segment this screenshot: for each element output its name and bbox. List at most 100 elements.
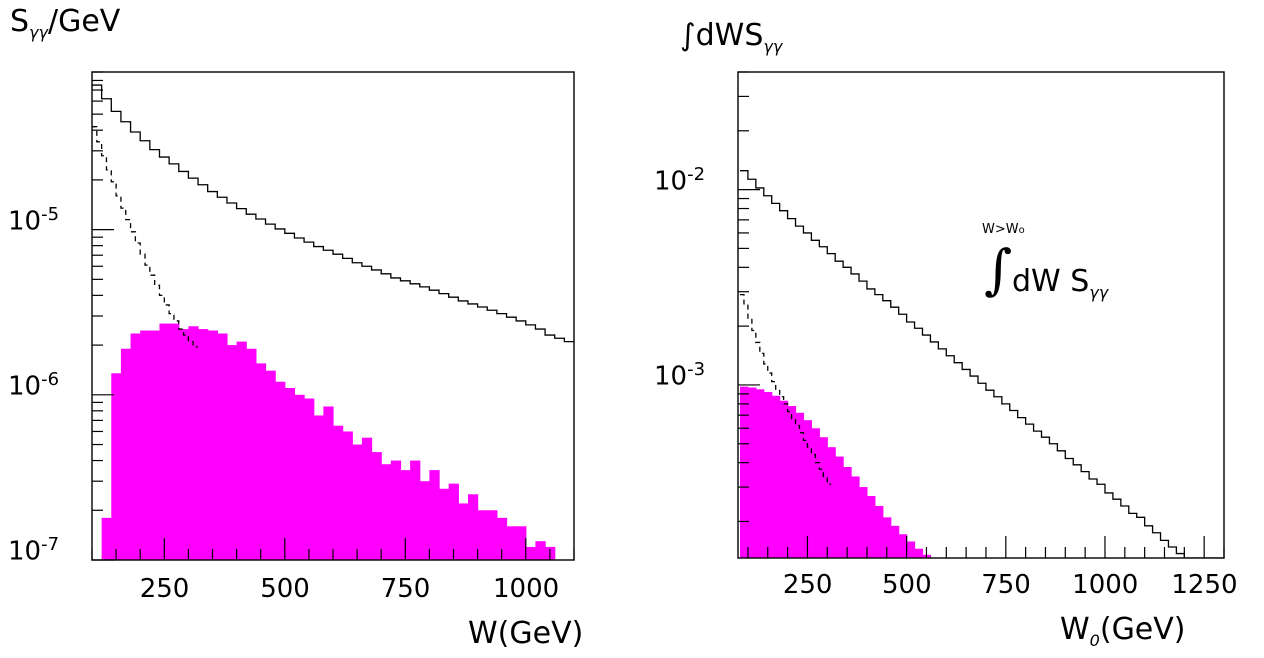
filled-bar [188,326,199,560]
y-tick-label: 10-7 [8,534,59,567]
filled-bar [779,400,789,558]
filled-bar [294,394,305,560]
filled-bar [458,503,469,560]
y-tick-label-base: 10 [654,166,688,197]
filled-bar [803,420,812,558]
y-tick-label-exponent: -3 [687,358,706,380]
filled-bar [246,348,257,560]
right-y-axis-label-main: ∫dWS [680,18,764,53]
filled-bar [890,525,900,558]
filled-bar [159,323,170,560]
x-tick-label: 500 [882,570,932,600]
left-y-axis-label-sub: γγ [29,23,48,42]
y-tick-label-exponent: -5 [41,203,60,225]
right-x-axis-label-suffix: (GeV) [1099,612,1186,647]
filled-bar [827,447,836,558]
filled-bar [410,460,421,560]
x-tick-label: 1000 [493,574,560,604]
filled-bar [217,333,228,560]
annotation-integral-limit: W>Wo [982,222,1025,237]
filled-bar [265,370,276,560]
filled-bar [101,517,112,560]
filled-bar [866,495,876,558]
left-y-axis-label-suffix: /GeV [47,4,121,39]
annotation-integrand: dW Sγγ [1012,264,1108,302]
filled-bar [111,373,122,560]
filled-bar [525,546,537,560]
annotation-integrand-main: dW S [1012,264,1090,299]
x-tick-label: 250 [139,574,190,604]
filled-bar [516,526,527,560]
filled-bar [352,444,363,560]
filled-bar [169,323,180,560]
filled-bar [342,431,353,560]
x-tick-label: 500 [260,574,310,604]
x-tick-label: 1250 [1171,570,1238,600]
filled-bar [898,534,908,558]
filled-bar [747,387,757,558]
filled-bar [787,406,797,558]
x-tick-label: 1000 [1072,570,1139,600]
filled-bar [739,386,749,558]
dashed-series-line [92,126,199,348]
solid-series-line [739,170,1224,558]
y-tick-label: 10-6 [8,369,59,402]
filled-bar [874,505,884,558]
filled-bar [130,333,141,560]
filled-bar [914,548,924,558]
filled-bar [496,517,508,560]
filled-bar [178,329,189,560]
right-panel [737,71,1225,559]
left-x-axis-label: W(GeV) [468,616,584,651]
annotation-limit-sub: o [1018,225,1025,236]
filled-bar [448,483,459,560]
right-x-axis-label-sub: 0 [1089,631,1100,650]
left-y-axis-label-main: S [10,4,30,39]
filled-bar [859,487,868,558]
y-tick-label-exponent: -2 [687,163,706,185]
filled-bar [361,437,373,560]
filled-bar [835,456,844,558]
plot-frame [737,71,1225,559]
filled-bar [275,381,286,560]
filled-bar [795,412,805,558]
annotation-integrand-sub: γγ [1089,283,1109,302]
y-tick-label-base: 10 [654,361,688,392]
right-x-axis-label-main: W [1060,612,1090,647]
filled-bar [419,481,430,560]
filled-bar [390,460,402,560]
y-tick-label-base: 10 [8,536,42,567]
y-tick-label-base: 10 [8,206,42,237]
dashed-series-line [739,293,832,485]
filled-bar [140,330,151,560]
filled-bar [477,510,488,560]
filled-bar [333,425,344,560]
right-y-axis-label-sub: γγ [763,37,783,56]
y-tick-label: 10-5 [8,204,59,237]
filled-bar [198,329,209,560]
filled-bar [467,494,479,560]
filled-bar [149,330,161,560]
y-tick-label-base: 10 [8,371,42,402]
filled-bar [771,395,781,558]
filled-bar [439,488,450,560]
filled-bar [236,341,247,560]
x-tick-label: 750 [380,574,431,604]
filled-bar [323,406,334,560]
y-tick-label: 10-3 [654,359,705,392]
right-x-axis-label: W0(GeV) [1060,612,1186,650]
filled-bar [763,392,773,558]
filled-bar [755,389,765,558]
filled-bar [429,470,440,560]
y-tick-label-exponent: -6 [41,368,60,390]
filled-bar [843,467,852,558]
filled-bar [487,510,498,560]
filled-bar [811,428,820,558]
filled-bar [400,470,411,560]
right-y-axis-label: ∫dWSγγ [680,18,782,56]
filled-bar [313,415,324,560]
annotation-integral-sign: ∫ [984,238,1013,301]
filled-bar [819,437,828,558]
filled-bar [851,476,860,558]
